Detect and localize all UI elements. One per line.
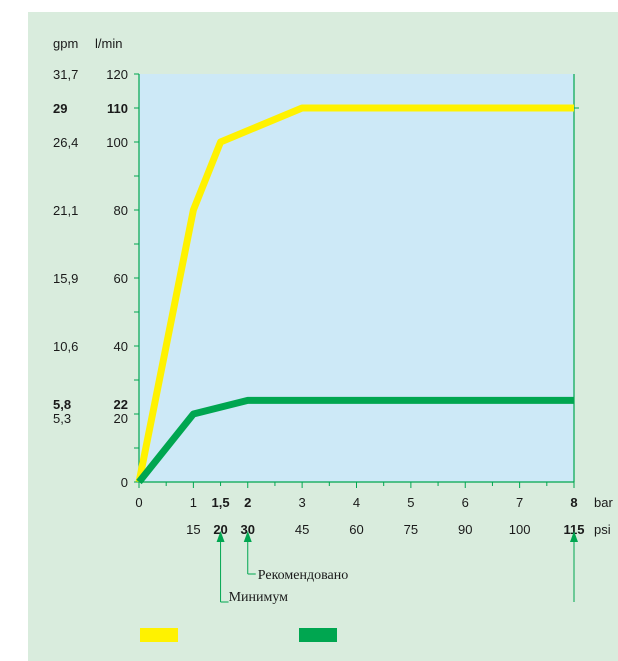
y-tick-label-lmin: 80 [114,203,128,218]
legend-swatch-0 [140,628,178,642]
x-tick-label-psi: 60 [349,522,363,537]
y-tick-label-gpm: 21,1 [53,203,78,218]
y-tick-label-gpm: 29 [53,101,67,116]
y-tick-label-gpm: 10,6 [53,339,78,354]
chart-panel: gpm l/min 0 20 22 40 60 80 100 110 120 5,3 5,8 10,6 15… [28,12,618,661]
y-unit-lmin: l/min [95,36,122,51]
x-tick-label-bar: 2 [244,495,251,510]
y-tick-label-lmin: 22 [114,397,128,412]
annotation-minimum: Минимум [229,590,289,605]
chart-svg: gpm l/min020224060801001101205,35,810,615… [28,12,618,661]
x-tick-label-bar: 4 [353,495,360,510]
y-tick-label-lmin: 60 [114,271,128,286]
legend-swatch-1 [299,628,337,642]
y-tick-label-gpm: 5,8 [53,397,71,412]
y-tick-label-gpm: 15,9 [53,271,78,286]
plot-area [139,74,574,482]
x-tick-label-bar: 8 [570,495,577,510]
y-tick-label-lmin: 100 [106,135,128,150]
x-unit-bar: bar [594,495,613,510]
x-tick-label-psi: 100 [509,522,531,537]
y-tick-label-lmin: 110 [107,101,128,116]
x-tick-label-psi: 90 [458,522,472,537]
y-unit-gpm: gpm [53,36,78,51]
x-tick-label-bar: 1 [190,495,197,510]
x-tick-label-psi: 45 [295,522,309,537]
y-tick-label-lmin: 120 [106,67,128,82]
annotation-recommended: Рекомендовано [258,568,348,583]
y-tick-label-gpm: 5,3 [53,411,71,426]
y-tick-label-gpm: 31,7 [53,67,78,82]
y-tick-label-lmin: 40 [114,339,128,354]
x-unit-psi: psi [594,522,611,537]
x-tick-label-bar: 1,5 [212,495,230,510]
x-tick-label-bar: 6 [462,495,469,510]
x-tick-label-psi: 15 [186,522,200,537]
x-tick-label-bar: 5 [407,495,414,510]
x-tick-label-bar: 3 [299,495,306,510]
x-tick-label-bar: 7 [516,495,523,510]
y-tick-label-lmin: 0 [121,475,128,490]
x-tick-label-psi: 75 [404,522,418,537]
y-tick-label-lmin: 20 [114,411,128,426]
y-tick-label-gpm: 26,4 [53,135,78,150]
x-tick-label-bar: 0 [135,495,142,510]
